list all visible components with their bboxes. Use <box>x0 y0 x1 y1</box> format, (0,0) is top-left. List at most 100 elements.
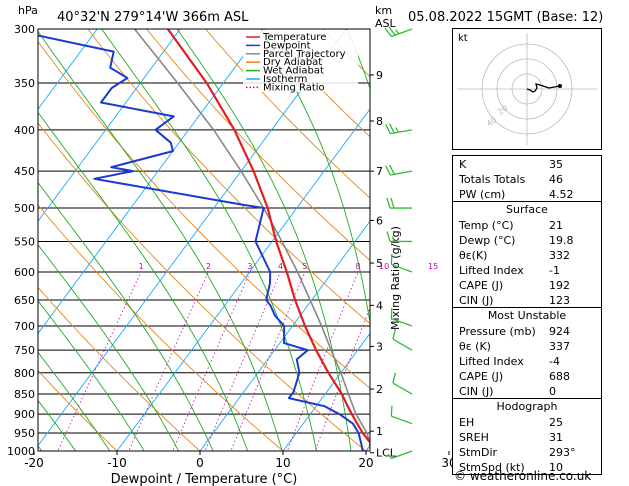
most-unstable-indices: Pressure (mb) 924 θε (K) 337 Lifted Index -4 C… <box>453 323 601 398</box>
index-row: Dewp (°C) 19.8 <box>453 232 601 247</box>
height-tick-label: 4 <box>376 299 383 312</box>
index-value: -4 <box>549 355 560 368</box>
wet-adiabat <box>38 30 283 451</box>
pressure-tick-label: 650 <box>14 294 35 307</box>
index-name: K <box>459 158 467 171</box>
most-unstable-section-title: Most Unstable <box>453 307 601 323</box>
index-name: SREH <box>459 431 489 444</box>
index-value: -1 <box>549 264 560 277</box>
dry-adiabat <box>263 29 370 138</box>
pressure-tick-label: 750 <box>14 344 35 357</box>
wet-adiabat <box>408 0 455 468</box>
wind-barb-flag <box>385 165 391 176</box>
index-value: 192 <box>549 279 570 292</box>
indices-panel: K 35 Totals Totals 46 PW (cm) 4.52 Surface Te… <box>452 155 602 475</box>
dry-adiabat <box>38 40 370 389</box>
wind-barb <box>386 231 412 243</box>
wind-barb-flag <box>390 253 393 265</box>
wind-barb-flag <box>388 26 396 36</box>
index-name: PW (cm) <box>459 188 506 201</box>
wind-barb-flag <box>392 372 396 384</box>
wind-barb-flag <box>386 197 391 209</box>
isotherm-line <box>38 29 98 110</box>
pressure-unit-label: hPa <box>18 4 38 17</box>
index-value: 35 <box>549 158 563 171</box>
wind-barb <box>385 123 413 135</box>
copyright-footer: © weatheronline.co.uk <box>454 469 592 483</box>
pressure-tick-label: 450 <box>14 165 35 178</box>
isotherm-line <box>282 332 370 451</box>
dry-adiabat <box>146 29 370 261</box>
parcel-trajectory-line <box>133 29 370 446</box>
temperature-tick-label: -20 <box>24 456 44 470</box>
dry-adiabat <box>38 286 201 451</box>
index-value: 21 <box>549 219 563 232</box>
pressure-tick-label: 950 <box>14 427 35 440</box>
wind-barb-half-flag <box>395 29 400 35</box>
wind-barb-half-flag <box>395 127 399 133</box>
hodograph-section-title: Hodograph <box>453 398 601 414</box>
index-name: CAPE (J) <box>459 279 504 292</box>
legend-entry: Isotherm <box>263 74 307 85</box>
height-tick-label: 1 <box>376 425 383 438</box>
index-row: PW (cm) 4.52 <box>453 186 601 201</box>
index-value: 0 <box>549 385 556 398</box>
index-value: 332 <box>549 249 570 262</box>
wind-barb <box>392 372 413 395</box>
index-name: EH <box>459 416 475 429</box>
wet-adiabat <box>38 181 214 451</box>
wind-barb <box>390 307 413 327</box>
index-name: θε (K) <box>459 340 491 353</box>
legend-entry: Dry Adiabat <box>263 57 322 68</box>
legend-entry: Mixing Ratio <box>263 82 325 93</box>
height-tick-label: 3 <box>376 340 383 353</box>
legend-entry: Parcel Trajectory <box>263 49 346 60</box>
mixing-ratio-label: 10 <box>379 262 389 271</box>
index-value: 337 <box>549 340 570 353</box>
wet-adiabat <box>260 29 370 326</box>
height-tick-label: 9 <box>376 69 383 82</box>
hodograph-ring-label: 20 <box>496 103 510 116</box>
index-value: 31 <box>549 431 563 444</box>
index-value: 293° <box>549 446 576 459</box>
wind-barb <box>392 328 413 351</box>
wet-adiabat <box>38 300 145 451</box>
index-name: Totals Totals <box>459 173 526 186</box>
hodograph-ring-label: 40 <box>485 115 499 128</box>
wind-barb-staff <box>392 382 413 395</box>
temperature-tick-label: 10 <box>275 456 290 470</box>
pressure-tick-label: 900 <box>14 408 35 421</box>
wind-barb-flag <box>385 124 391 134</box>
plot-frame <box>37 28 371 452</box>
mixing-ratio-axis-title: Mixing Ratio (g/kg) <box>389 226 402 330</box>
height-asl-label: ASL <box>375 17 396 30</box>
height-tick-label: 6 <box>376 214 383 227</box>
index-row: EH 25 <box>453 414 601 429</box>
station-location: 40°32'N 279°14'W 366m ASL <box>57 10 249 25</box>
mixing-ratio-line <box>204 271 281 451</box>
index-row: θε(K) 332 <box>453 247 601 262</box>
wind-barb-flag <box>386 231 391 242</box>
isotherm-line <box>602 0 629 468</box>
index-name: Lifted Index <box>459 355 524 368</box>
height-unit-label: km <box>375 4 393 17</box>
index-row: CIN (J) 123 <box>453 292 601 307</box>
wind-barb-staff <box>391 415 413 425</box>
index-name: Temp (°C) <box>459 219 514 232</box>
temperature-tick-label: 0 <box>196 456 204 470</box>
hodograph-panel: kt 20 40 <box>452 28 602 150</box>
legend-entry: Dewpoint <box>263 40 311 51</box>
mixing-ratio-label: 5 <box>302 262 307 271</box>
wet-adiabat <box>38 111 249 451</box>
index-value: 46 <box>549 173 563 186</box>
index-name: Dewp (°C) <box>459 234 516 247</box>
height-tick-label: 7 <box>376 165 383 178</box>
index-row: K 35 <box>453 156 601 171</box>
index-row: CAPE (J) 192 <box>453 277 601 292</box>
index-name: Lifted Index <box>459 264 524 277</box>
isotherm-line <box>38 29 181 223</box>
index-row: CIN (J) 0 <box>453 383 601 398</box>
wind-barb <box>385 164 413 176</box>
